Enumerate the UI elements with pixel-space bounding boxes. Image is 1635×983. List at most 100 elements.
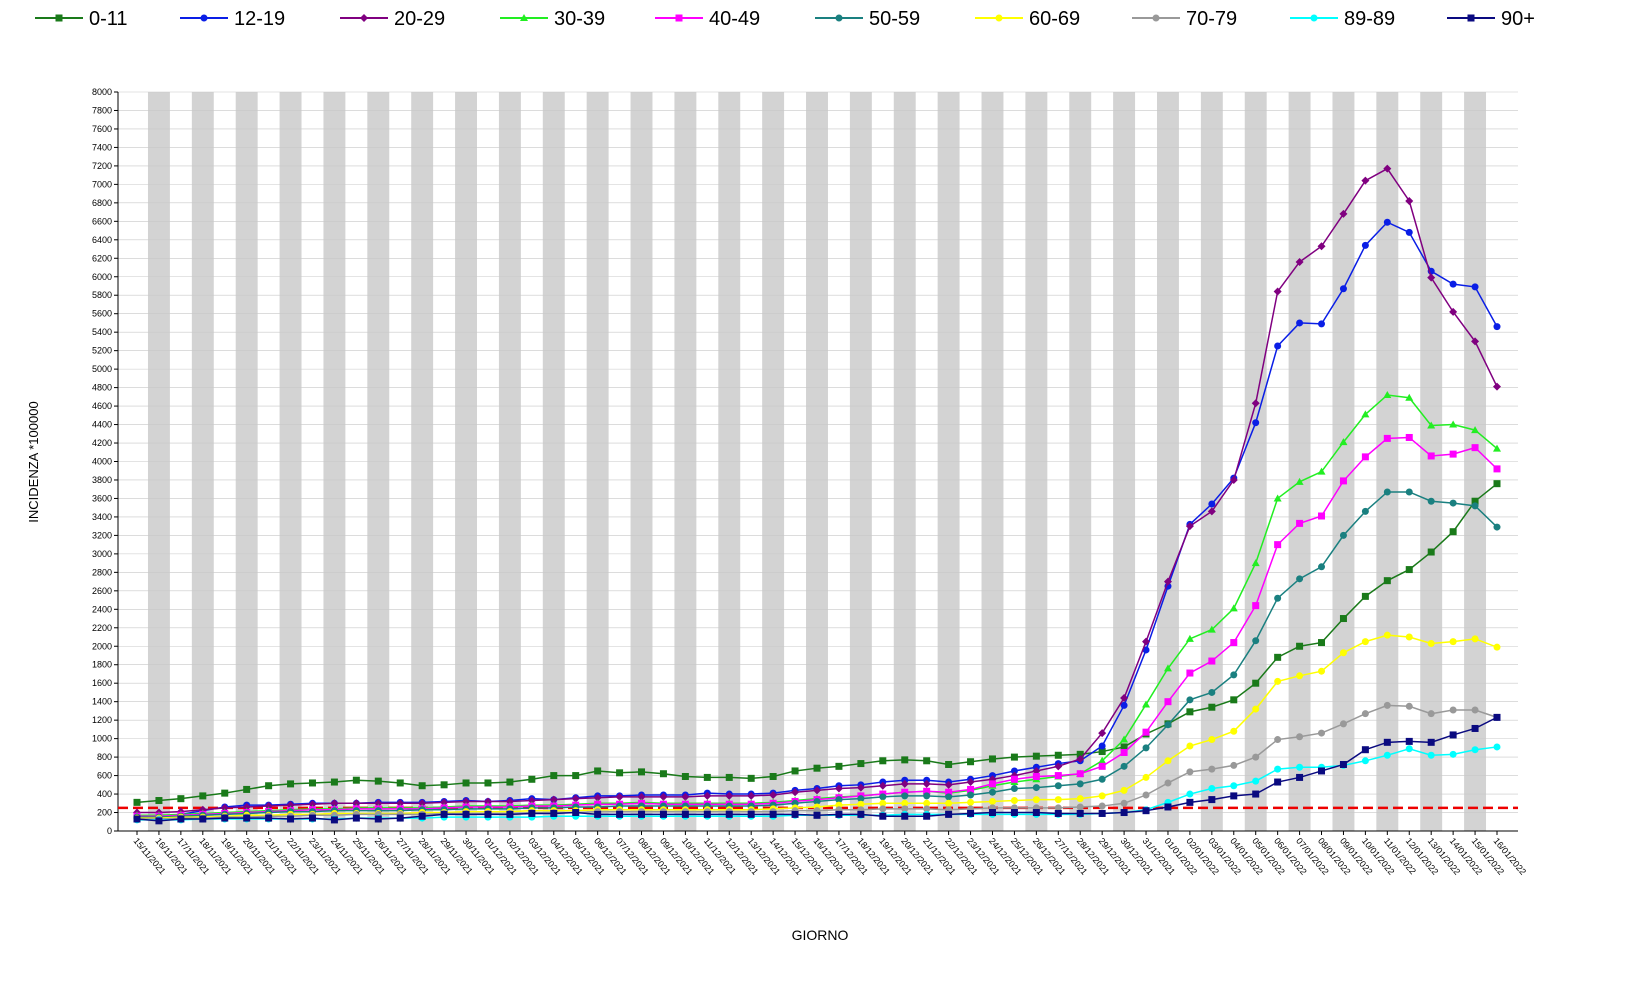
marker bbox=[1142, 773, 1150, 781]
marker bbox=[857, 795, 865, 803]
marker bbox=[1339, 760, 1347, 768]
marker bbox=[834, 784, 843, 793]
marker bbox=[1208, 796, 1216, 804]
marker bbox=[528, 775, 536, 783]
marker bbox=[967, 798, 975, 806]
marker bbox=[1076, 803, 1084, 811]
marker bbox=[857, 800, 865, 808]
y-tick-label: 6000 bbox=[92, 272, 112, 282]
marker bbox=[1471, 724, 1479, 732]
marker bbox=[1383, 218, 1391, 226]
marker bbox=[1186, 696, 1194, 704]
marker bbox=[1163, 577, 1172, 586]
y-tick-label: 1200 bbox=[92, 715, 112, 725]
marker bbox=[1252, 753, 1260, 761]
marker bbox=[1493, 382, 1501, 391]
marker bbox=[1032, 772, 1040, 780]
marker bbox=[1296, 575, 1304, 583]
marker bbox=[374, 777, 382, 785]
marker bbox=[1361, 410, 1370, 418]
marker bbox=[1274, 736, 1282, 744]
legend-item: 89-89 bbox=[1290, 8, 1395, 30]
marker bbox=[221, 789, 229, 797]
marker bbox=[1427, 738, 1435, 746]
marker bbox=[571, 794, 580, 803]
marker bbox=[396, 814, 404, 822]
marker bbox=[484, 810, 492, 818]
marker bbox=[988, 788, 996, 796]
y-tick-label: 1000 bbox=[92, 734, 112, 744]
legend-item: 20-29 bbox=[340, 8, 445, 30]
marker bbox=[177, 815, 185, 823]
marker bbox=[1274, 594, 1282, 602]
marker bbox=[835, 796, 843, 804]
marker bbox=[901, 812, 909, 820]
marker bbox=[638, 768, 646, 776]
marker bbox=[835, 810, 843, 818]
y-tick-label: 3200 bbox=[92, 530, 112, 540]
marker bbox=[878, 781, 887, 790]
marker bbox=[1317, 467, 1326, 475]
marker bbox=[440, 798, 449, 807]
marker bbox=[1449, 731, 1457, 739]
marker bbox=[879, 799, 887, 807]
y-tick-label: 4600 bbox=[92, 401, 112, 411]
marker bbox=[1471, 283, 1479, 291]
marker bbox=[1120, 762, 1128, 770]
marker bbox=[308, 779, 316, 787]
marker bbox=[1383, 577, 1391, 585]
marker bbox=[572, 772, 580, 780]
marker bbox=[703, 810, 711, 818]
legend-label: 89-89 bbox=[1344, 8, 1395, 30]
marker bbox=[856, 783, 865, 792]
y-tick-label: 400 bbox=[97, 789, 112, 799]
marker bbox=[945, 799, 953, 807]
marker bbox=[1361, 241, 1369, 249]
marker bbox=[1471, 502, 1479, 510]
marker bbox=[1427, 497, 1435, 505]
marker bbox=[133, 815, 141, 823]
marker bbox=[1361, 638, 1369, 646]
marker bbox=[945, 760, 953, 768]
marker bbox=[1163, 664, 1172, 672]
y-tick-label: 2000 bbox=[92, 641, 112, 651]
marker bbox=[506, 810, 514, 818]
marker bbox=[944, 780, 953, 789]
marker bbox=[1361, 176, 1370, 185]
marker bbox=[747, 774, 755, 782]
marker bbox=[1427, 710, 1435, 718]
marker bbox=[1186, 669, 1194, 677]
y-tick-label: 7000 bbox=[92, 179, 112, 189]
marker bbox=[1032, 766, 1041, 775]
marker bbox=[1405, 393, 1414, 401]
marker bbox=[1164, 698, 1172, 706]
marker bbox=[549, 795, 558, 804]
marker bbox=[923, 757, 931, 765]
marker bbox=[1010, 809, 1018, 817]
marker bbox=[177, 795, 185, 803]
marker bbox=[966, 778, 975, 787]
marker bbox=[703, 791, 712, 800]
legend-label: 20-29 bbox=[394, 8, 445, 30]
marker bbox=[791, 767, 799, 775]
marker bbox=[967, 758, 975, 766]
marker bbox=[835, 14, 843, 22]
marker bbox=[637, 792, 646, 801]
marker bbox=[1295, 257, 1304, 266]
marker bbox=[725, 773, 733, 781]
marker bbox=[1142, 744, 1150, 752]
y-tick-label: 7800 bbox=[92, 105, 112, 115]
marker bbox=[265, 814, 273, 822]
legend-item: 40-49 bbox=[655, 8, 760, 30]
marker bbox=[374, 815, 382, 823]
marker bbox=[791, 788, 800, 797]
y-tick-label: 5400 bbox=[92, 327, 112, 337]
marker bbox=[1361, 710, 1369, 718]
marker bbox=[1098, 762, 1106, 770]
marker bbox=[725, 791, 734, 800]
marker bbox=[243, 785, 251, 793]
marker bbox=[1142, 646, 1150, 654]
legend-item: 90+ bbox=[1447, 8, 1535, 30]
marker bbox=[1405, 488, 1413, 496]
marker bbox=[923, 799, 931, 807]
